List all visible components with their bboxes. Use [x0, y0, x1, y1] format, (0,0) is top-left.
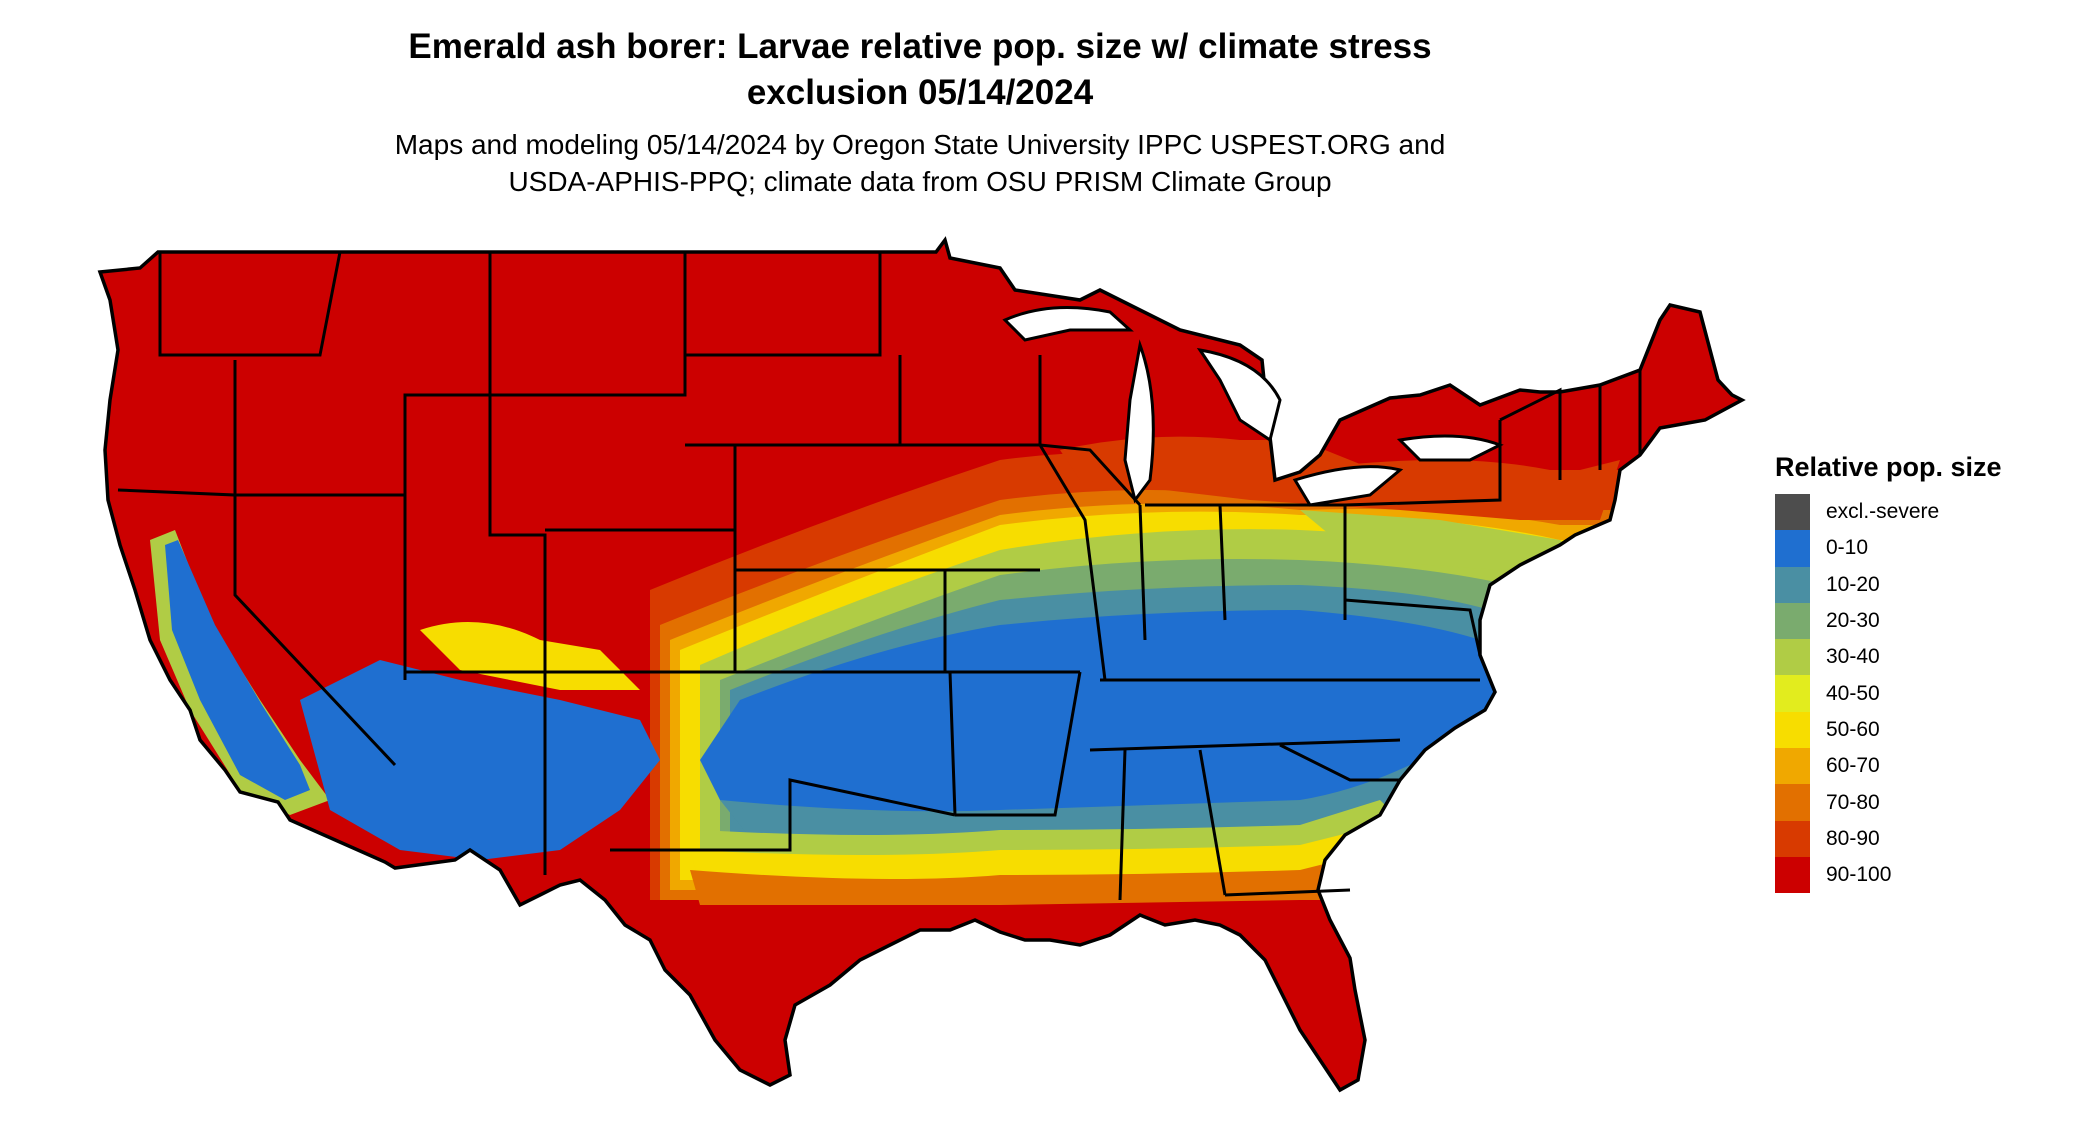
great-lakes — [1002, 306, 1504, 507]
legend-label: 90-100 — [1826, 863, 1892, 887]
lake-huron — [1196, 347, 1282, 443]
legend-swatch — [1775, 639, 1810, 676]
border-washington — [158, 251, 342, 357]
legend-label: 80-90 — [1826, 826, 1880, 850]
border-new-york — [1499, 387, 1562, 480]
legend-label: 20-30 — [1826, 609, 1880, 633]
border-mississippi-river — [1038, 444, 1107, 681]
lake-michigan — [1123, 339, 1155, 504]
legend-item: 90-100 — [1775, 856, 2002, 894]
lake-superior — [1002, 306, 1134, 342]
lake-ontario — [1396, 434, 1504, 462]
legend-item: 60-70 — [1775, 748, 2002, 785]
legend-swatch — [1775, 602, 1810, 640]
legend-swatch — [1775, 856, 1810, 894]
legend-label: 70-80 — [1826, 790, 1880, 814]
legend-item: 30-40 — [1775, 639, 2002, 676]
legend-item: 0-10 — [1775, 530, 2002, 567]
legend-swatch — [1775, 711, 1810, 749]
border-tennessee-south — [1089, 738, 1401, 752]
legend-item: excl.-severe — [1775, 494, 2002, 531]
legend-swatch — [1775, 748, 1810, 785]
legend-swatch — [1775, 494, 1810, 531]
legend-items: excl.-severe 0-10 10-20 20-30 30-40 40-50 50-6… — [1775, 494, 2002, 894]
border-montana-wyoming — [490, 252, 687, 397]
subtitle-line-1: Maps and modeling 05/14/2024 by Oregon S… — [394, 129, 1446, 160]
lake-erie — [1292, 465, 1404, 507]
legend-swatch — [1775, 675, 1810, 712]
legend-swatch — [1775, 820, 1810, 857]
legend-item: 20-30 — [1775, 602, 2002, 640]
subtitle-line-2: USDA-APHIS-PPQ; climate data from OSU PR… — [508, 166, 1332, 197]
legend-label: 40-50 — [1826, 681, 1880, 705]
legend-item: 80-90 — [1775, 820, 2002, 857]
title-line-2: exclusion 05/14/2024 — [746, 73, 1094, 112]
title-line-1: Emerald ash borer: Larvae relative pop. … — [408, 27, 1432, 66]
legend-label: 10-20 — [1826, 572, 1880, 596]
border-colorado — [405, 528, 737, 674]
legend-item: 50-60 — [1775, 711, 2002, 749]
band-50-60-south — [690, 830, 1380, 885]
border-wisconsin-illinois — [1039, 443, 1142, 507]
legend-item: 40-50 — [1775, 675, 2002, 712]
legend-item: 70-80 — [1775, 784, 2002, 821]
border-indiana-ohio — [1218, 504, 1227, 621]
legend-swatch — [1775, 784, 1810, 821]
legend-label: 60-70 — [1826, 754, 1880, 778]
legend-label: excl.-severe — [1826, 500, 1940, 524]
band-0-10 — [700, 610, 1500, 840]
legend-swatch — [1775, 530, 1810, 567]
map-subtitle: Maps and modeling 05/14/2024 by Oregon S… — [0, 126, 1840, 200]
border-alabama-georgia — [1198, 749, 1227, 896]
border-virginia — [1344, 598, 1482, 656]
legend-label: 50-60 — [1826, 717, 1880, 741]
border-wyoming-utah — [488, 395, 547, 672]
legend: Relative pop. size excl.-severe 0-10 10-20… — [1775, 450, 2002, 894]
band-california-blue — [165, 540, 310, 800]
border-arkansas-louisiana — [955, 671, 1082, 817]
legend-label: 0-10 — [1826, 536, 1869, 560]
legend-label: 30-40 — [1826, 645, 1880, 669]
legend-swatch — [1775, 566, 1810, 603]
band-southwest-blue — [300, 660, 660, 860]
legend-title: Relative pop. size — [1775, 452, 2002, 482]
band-northeast-green — [1300, 510, 1580, 570]
border-texas-north — [610, 778, 956, 852]
border-georgia-carolina — [1279, 743, 1400, 782]
border-california-nevada — [233, 495, 397, 767]
map-title: Emerald ash borer: Larvae relative pop. … — [0, 24, 1840, 116]
legend-item: 10-20 — [1775, 566, 2002, 603]
border-florida-north — [1224, 888, 1351, 897]
border-illinois-indiana — [1138, 504, 1147, 641]
border-dakotas — [685, 252, 882, 357]
border-idaho-montana — [403, 252, 492, 495]
band-70-80-south — [690, 860, 1360, 905]
border-mississippi-alabama — [1118, 749, 1127, 901]
